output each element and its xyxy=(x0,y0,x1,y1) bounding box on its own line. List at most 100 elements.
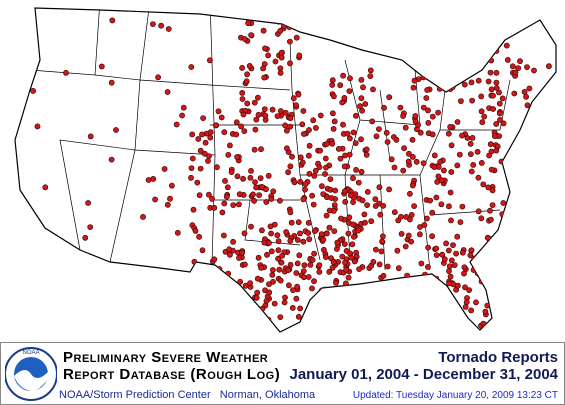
report-dot xyxy=(493,69,500,76)
report-dot xyxy=(334,239,341,246)
report-dot xyxy=(379,238,385,245)
report-dot xyxy=(300,238,307,245)
report-dot xyxy=(487,207,493,214)
report-dot xyxy=(468,168,475,175)
report-dot xyxy=(380,202,386,209)
report-dot xyxy=(412,118,419,125)
report-dot xyxy=(265,316,272,323)
report-dot xyxy=(207,129,214,136)
report-dot xyxy=(234,173,241,180)
report-dot xyxy=(337,285,344,292)
report-dot xyxy=(158,22,164,29)
report-dot xyxy=(402,124,409,131)
report-dot xyxy=(190,206,197,213)
report-dot xyxy=(448,142,455,149)
report-dot xyxy=(409,153,416,160)
report-dot xyxy=(341,95,348,101)
report-dot xyxy=(209,195,215,202)
report-dot xyxy=(307,261,314,268)
report-dot xyxy=(526,85,533,92)
report-dot xyxy=(439,251,446,258)
report-dot xyxy=(420,104,427,111)
report-dot xyxy=(468,324,475,331)
report-dot xyxy=(425,120,432,126)
report-dot xyxy=(405,232,412,239)
report-dot xyxy=(252,126,259,133)
report-dot xyxy=(258,227,265,234)
report-dot xyxy=(289,304,296,311)
report-dot xyxy=(446,280,452,287)
report-dot xyxy=(335,145,342,152)
report-dot xyxy=(358,77,365,83)
report-dot xyxy=(433,288,440,295)
report-dot xyxy=(331,228,338,234)
report-dot xyxy=(480,181,487,188)
report-dot xyxy=(450,71,457,78)
report-dot xyxy=(417,129,424,136)
report-dot xyxy=(248,223,254,230)
report-dot xyxy=(255,254,262,261)
report-dot xyxy=(352,112,359,119)
report-dot xyxy=(370,86,376,93)
report-dot xyxy=(447,273,454,280)
report-dot xyxy=(493,85,500,91)
report-dot xyxy=(468,247,475,254)
report-dot xyxy=(350,199,356,205)
report-dot xyxy=(411,203,417,209)
report-dot xyxy=(449,80,456,87)
report-dot xyxy=(270,188,277,195)
report-dot xyxy=(330,259,337,266)
report-dot xyxy=(372,246,379,253)
report-dot xyxy=(263,186,269,193)
report-dot xyxy=(330,125,337,132)
report-dot xyxy=(358,136,364,143)
report-dot xyxy=(320,246,327,253)
report-dot xyxy=(500,251,507,258)
report-dot xyxy=(447,124,454,130)
report-dot xyxy=(478,215,485,222)
report-dot xyxy=(268,248,275,255)
report-dot xyxy=(386,186,392,193)
report-dot xyxy=(145,177,152,183)
report-dot xyxy=(228,169,235,175)
report-dot xyxy=(533,109,540,116)
report-dot xyxy=(211,204,218,211)
report-dot xyxy=(341,163,348,170)
report-dot xyxy=(400,113,406,119)
report-dot xyxy=(215,108,222,115)
report-dot xyxy=(344,130,351,137)
report-dot xyxy=(263,199,270,205)
report-dot xyxy=(266,281,272,288)
report-dot xyxy=(258,264,264,271)
report-dot xyxy=(246,63,253,69)
report-dot xyxy=(199,131,205,138)
report-dot xyxy=(277,277,284,284)
report-dot xyxy=(342,259,348,266)
map xyxy=(14,7,557,333)
report-dot xyxy=(323,212,330,219)
report-dot xyxy=(318,183,325,190)
report-dot xyxy=(418,260,425,267)
report-dot xyxy=(375,126,382,133)
report-dot xyxy=(429,233,435,240)
report-dot xyxy=(364,289,371,296)
report-dot xyxy=(340,72,346,79)
report-dot xyxy=(226,246,233,253)
report-dot xyxy=(397,213,404,220)
report-dot xyxy=(296,52,303,59)
report-dot xyxy=(306,170,313,177)
report-dot xyxy=(233,119,240,126)
report-dot xyxy=(164,201,171,208)
report-dot xyxy=(411,77,418,84)
report-dot xyxy=(82,234,89,241)
logo-text: NOAA xyxy=(22,350,39,356)
report-dot xyxy=(397,104,404,111)
report-dot xyxy=(496,100,503,107)
report-dot xyxy=(277,27,284,34)
report-dot xyxy=(491,260,498,267)
report-dot xyxy=(493,79,500,86)
report-dot xyxy=(353,310,360,317)
report-dot xyxy=(431,164,438,170)
report-dot xyxy=(251,99,258,106)
report-dot xyxy=(489,202,496,208)
